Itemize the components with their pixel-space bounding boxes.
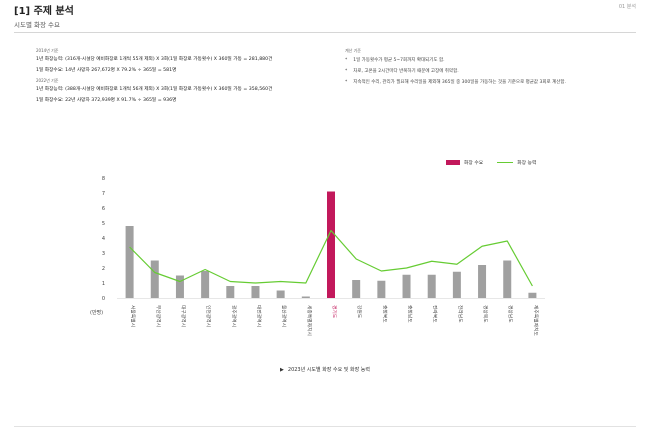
y-tick-label: 7 [102, 191, 105, 197]
note-bullet: * [345, 58, 348, 63]
x-tick-label: 제주특별자치도 [532, 305, 539, 336]
x-tick-label: 울산광역시 [281, 305, 288, 327]
caption-text: 2023년 시도별 화장 수요 및 화장 능력 [287, 367, 370, 373]
bar [125, 226, 134, 298]
x-tick-label: 충청남도 [407, 305, 414, 323]
y-unit-label: (만명) [90, 309, 103, 316]
chart-legend: 화장 수요 화장 능력 [446, 159, 536, 166]
x-tick-label: 경상남도 [507, 305, 514, 323]
notes-heading: 계산 기준 [345, 48, 361, 53]
calc-demand-line: 1일 화장수요: 22년 사망자 372,939명 X 91.7% ÷ 365일… [36, 98, 177, 103]
legend-demand-label: 화장 수요 [464, 161, 484, 166]
calc-block-2014: 2014년 기준 1년 화장능력: (316개-시설당 예비화장로 1개씩 55… [36, 48, 336, 73]
bar [528, 292, 537, 298]
calc-capacity-line: 1년 화장능력: (388개-시설당 예비화장로 1개씩 56개 제외) X 3… [36, 87, 273, 92]
bar [201, 271, 210, 298]
bar [427, 274, 436, 298]
bar [402, 274, 411, 298]
note-bullet: * [345, 80, 348, 85]
note-item: * 1일 가동횟수가 평균 5~7회까지 확대되기도 함. [345, 57, 635, 63]
calc-block-2022: 2022년 기준 1년 화장능력: (388개-시설당 예비화장로 1개씩 56… [36, 78, 336, 103]
page-header: [1] 주제 분석 시도별 화장 수요 [14, 2, 74, 29]
bar [276, 290, 285, 298]
x-tick-label: 서울특별시 [130, 305, 137, 327]
y-tick-label: 4 [102, 236, 105, 242]
y-tick-label: 3 [102, 251, 105, 257]
note-text: 지속적인 수리, 관리가 필요해 수리일을 제외해 365일 중 300일을 가… [353, 80, 566, 85]
x-tick-label: 부산광역시 [155, 305, 162, 327]
page-tag: 01 분석 [618, 4, 636, 10]
x-tick-label: 인천광역시 [205, 305, 212, 327]
y-tick-label: 5 [102, 221, 105, 227]
header-divider [14, 32, 636, 33]
page-subtitle: 시도별 화장 수요 [14, 21, 60, 29]
calc-year: 2014년 기준 [36, 48, 59, 53]
bar [452, 271, 461, 298]
y-tick-label: 1 [102, 281, 105, 287]
x-tick-label: 광주광역시 [230, 305, 237, 327]
x-tick-label: 전라북도 [432, 305, 439, 323]
bar [327, 191, 335, 298]
legend-demand-swatch [446, 160, 460, 165]
y-tick-label: 0 [102, 296, 105, 302]
calculation-panel: 2014년 기준 1년 화장능력: (316개-시설당 예비화장로 1개씩 55… [36, 48, 336, 108]
x-tick-label: 충청북도 [381, 305, 388, 323]
calc-demand-line: 1일 화장수요: 14년 사망자 267,672명 X 79.2% ÷ 365일… [36, 68, 177, 73]
note-bullet: * [345, 69, 348, 74]
note-item: * 지속적인 수리, 관리가 필요해 수리일을 제외해 365일 중 300일을 … [345, 79, 635, 85]
x-tick-label: 경기도 [331, 305, 338, 319]
bar [503, 260, 512, 298]
footer-divider [14, 426, 636, 427]
bar [251, 286, 260, 298]
x-tick-label: 경상북도 [482, 305, 489, 323]
bar [478, 265, 487, 298]
note-text: 차로, 고온을 2시간마다 반복하기 때문에 고장에 취약함. [353, 69, 459, 74]
x-tick-label: 세종특별자치시 [306, 305, 313, 336]
caption-triangle-icon: ▶ [280, 367, 284, 373]
x-tick-label: 대전광역시 [255, 305, 262, 327]
page-title: [1] 주제 분석 [14, 6, 74, 17]
y-tick-label: 6 [102, 206, 105, 212]
x-tick-label: 강원도 [356, 305, 363, 319]
chart-caption: ▶ 2023년 시도별 화장 수요 및 화장 능력 [0, 366, 650, 373]
calc-capacity-line: 1년 화장능력: (316개-시설당 예비화장로 1개씩 55개 제외) X 3… [36, 57, 273, 62]
note-item: * 차로, 고온을 2시간마다 반복하기 때문에 고장에 취약함. [345, 68, 635, 74]
bar [150, 260, 159, 298]
bar [377, 280, 386, 298]
note-text: 1일 가동횟수가 평균 5~7회까지 확대되기도 함. [353, 58, 445, 63]
bar [352, 280, 361, 298]
x-tick-label: 대구광역시 [180, 305, 187, 327]
y-tick-label: 2 [102, 266, 105, 272]
bar [301, 296, 310, 298]
legend-capacity-swatch [497, 161, 514, 164]
bar [226, 286, 235, 298]
calc-year: 2022년 기준 [36, 78, 59, 83]
y-tick-label: 8 [102, 176, 105, 182]
x-tick-label: 전라남도 [457, 305, 464, 323]
bar [175, 275, 184, 298]
legend-capacity-label: 화장 능력 [517, 161, 537, 166]
notes-panel: 계산 기준 * 1일 가동횟수가 평균 5~7회까지 확대되기도 함. * 차로, … [345, 48, 635, 90]
